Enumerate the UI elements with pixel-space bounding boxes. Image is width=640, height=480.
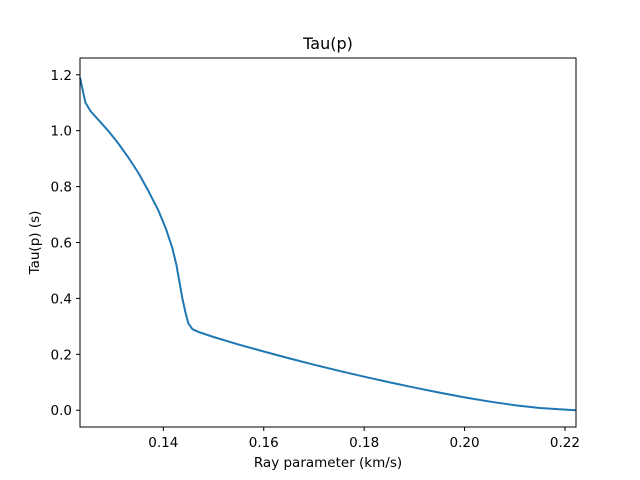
series-line-0 bbox=[79, 77, 577, 412]
y-tick-label: 0.2 bbox=[51, 347, 72, 363]
plot-area bbox=[80, 58, 576, 427]
y-axis-label: Tau(p) (s) bbox=[27, 211, 43, 276]
y-tick-label: 1.0 bbox=[51, 124, 72, 140]
x-tick-label: 0.14 bbox=[148, 435, 178, 451]
series-layer bbox=[79, 77, 577, 412]
y-tick-label: 0.8 bbox=[51, 180, 72, 196]
x-axis-label: Ray parameter (km/s) bbox=[254, 455, 402, 471]
tick-layer: 0.14 0.16 0.18 0.20 0.22 0.0 0.2 0.4 0.6 0.8 1.0 1.… bbox=[51, 68, 580, 451]
x-tick-label: 0.22 bbox=[550, 435, 580, 451]
y-tick-label: 0.0 bbox=[51, 403, 72, 419]
y-tick-label: 0.6 bbox=[51, 236, 72, 252]
x-tick-label: 0.20 bbox=[450, 435, 480, 451]
x-tick-label: 0.16 bbox=[249, 435, 279, 451]
x-tick-label: 0.18 bbox=[349, 435, 379, 451]
y-tick-label: 0.4 bbox=[51, 291, 72, 307]
plot-frame bbox=[79, 57, 577, 428]
chart-title: Tau(p) bbox=[302, 34, 353, 53]
y-tick-label: 1.2 bbox=[51, 68, 72, 84]
